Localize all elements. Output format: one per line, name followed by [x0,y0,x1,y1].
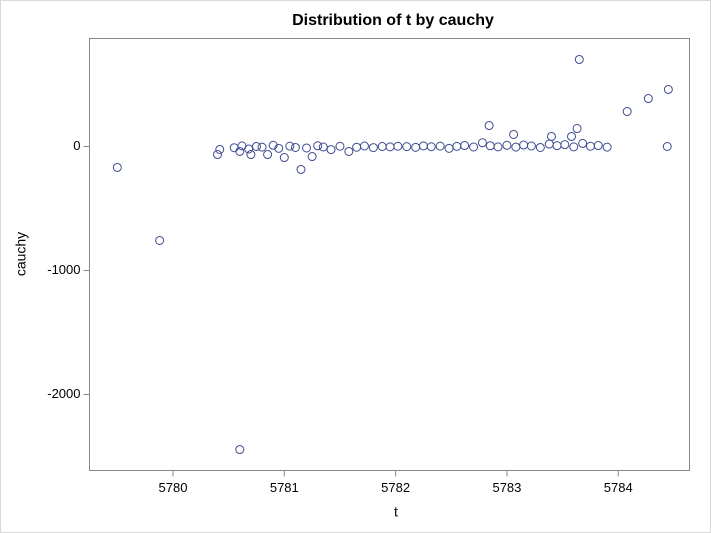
y-axis-label: cauchy [13,232,29,276]
point [257,142,267,152]
point [493,142,503,152]
point [593,141,603,151]
point [318,142,328,152]
point [402,142,412,152]
y-tick-label: -1000 [47,262,80,277]
plot-frame [89,38,690,471]
x-axis-label: t [394,504,398,520]
point [359,141,369,151]
point [307,152,317,162]
x-tick-label: 5784 [604,480,633,495]
point [285,141,295,151]
point [112,162,122,172]
point [251,142,261,151]
point [622,107,632,117]
point [290,142,300,152]
point [460,141,470,151]
point [469,142,479,152]
point [235,445,245,455]
chart-title: Distribution of t by cauchy [292,12,494,29]
point [268,140,278,150]
point [574,54,584,64]
point [643,94,653,104]
point [279,153,289,163]
point [246,150,256,160]
point [426,142,436,152]
point [368,143,378,153]
point [263,150,273,160]
x-tick-label: 5780 [159,480,188,495]
x-tick-label: 5783 [492,480,521,495]
point [572,124,582,134]
point [215,144,225,154]
x-tick-label: 5781 [270,480,299,495]
point [569,142,579,152]
point [302,143,312,153]
y-tick-label: 0 [73,138,80,153]
point [313,141,323,151]
point [244,144,254,154]
point [477,138,487,148]
point [393,141,403,151]
point [435,141,445,151]
point [296,164,306,174]
point [662,142,672,151]
point [213,150,223,160]
y-tick-label: -2000 [47,386,80,401]
point [502,140,512,150]
point [509,129,519,139]
point [344,146,354,156]
point [335,141,345,151]
point [484,121,494,131]
point [526,141,536,151]
point [274,143,284,153]
point [326,145,336,155]
point [560,140,570,150]
point [578,138,588,148]
point [567,131,577,141]
point [155,235,165,245]
x-tick-label: 5782 [381,480,410,495]
point [602,142,612,152]
point [663,84,673,94]
point [535,142,545,152]
